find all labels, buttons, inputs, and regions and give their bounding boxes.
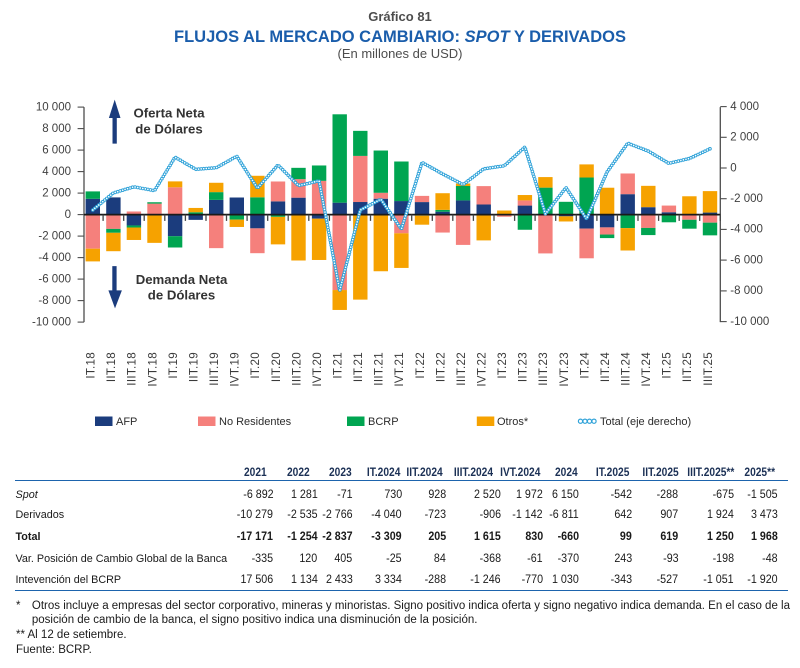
svg-text:Demanda Neta: Demanda Neta <box>136 272 228 287</box>
svg-text:IT.24: IT.24 <box>578 352 591 379</box>
svg-text:-10 000: -10 000 <box>32 316 71 328</box>
svg-text:IIT.23: IIT.23 <box>517 352 530 382</box>
svg-text:IT.20: IT.20 <box>249 352 262 379</box>
svg-text:IT.22: IT.22 <box>414 352 427 379</box>
svg-text:-6 000: -6 000 <box>730 254 763 266</box>
svg-text:BCRP: BCRP <box>368 416 399 428</box>
svg-text:IIIT.22: IIIT.22 <box>455 352 468 386</box>
svg-text:de Dólares: de Dólares <box>135 122 202 137</box>
svg-text:4 000: 4 000 <box>42 166 71 178</box>
svg-text:IIIT.24: IIIT.24 <box>620 352 633 386</box>
svg-text:IT.21: IT.21 <box>332 352 345 379</box>
svg-text:IT.18: IT.18 <box>85 352 98 379</box>
svg-text:6 000: 6 000 <box>42 144 71 156</box>
svg-text:IIT.25: IIT.25 <box>681 352 694 382</box>
svg-text:IIIT.23: IIIT.23 <box>537 352 550 386</box>
svg-text:-8 000: -8 000 <box>38 295 71 307</box>
svg-text:IVT.18: IVT.18 <box>146 352 159 387</box>
svg-text:de Dólares: de Dólares <box>148 288 215 303</box>
svg-text:2 000: 2 000 <box>730 132 759 144</box>
svg-text:-2 000: -2 000 <box>730 193 763 205</box>
svg-text:0: 0 <box>730 162 736 174</box>
svg-text:IIT.19: IIT.19 <box>187 352 200 382</box>
svg-text:-6 000: -6 000 <box>38 273 71 285</box>
svg-text:No Residentes: No Residentes <box>219 416 292 428</box>
svg-text:-4 000: -4 000 <box>38 252 71 264</box>
svg-text:AFP: AFP <box>116 416 137 428</box>
svg-text:IIT.24: IIT.24 <box>599 352 612 382</box>
svg-text:8 000: 8 000 <box>42 123 71 135</box>
svg-text:IT.25: IT.25 <box>661 352 674 379</box>
svg-text:IVT.23: IVT.23 <box>558 352 571 387</box>
svg-text:Otros*: Otros* <box>497 416 529 428</box>
svg-text:IVT.20: IVT.20 <box>311 352 324 387</box>
svg-text:IVT.24: IVT.24 <box>640 352 653 387</box>
svg-text:IIT.21: IIT.21 <box>352 352 365 382</box>
svg-text:-2 000: -2 000 <box>38 230 71 242</box>
svg-text:IT.23: IT.23 <box>496 352 509 379</box>
svg-text:IIT.22: IIT.22 <box>434 352 447 382</box>
svg-text:IVT.19: IVT.19 <box>229 352 242 387</box>
svg-text:-4 000: -4 000 <box>730 224 763 236</box>
svg-text:IVT.21: IVT.21 <box>393 352 406 387</box>
svg-text:IIIT.19: IIIT.19 <box>208 352 221 386</box>
svg-text:Total (eje derecho): Total (eje derecho) <box>600 416 691 428</box>
svg-text:0: 0 <box>65 209 71 221</box>
svg-text:2 000: 2 000 <box>42 187 71 199</box>
svg-text:Oferta Neta: Oferta Neta <box>133 106 205 121</box>
svg-text:IIIT.21: IIIT.21 <box>373 352 386 386</box>
svg-text:-10 000: -10 000 <box>730 316 769 328</box>
svg-text:4 000: 4 000 <box>730 101 759 113</box>
svg-text:-8 000: -8 000 <box>730 285 763 297</box>
svg-text:IT.19: IT.19 <box>167 352 180 379</box>
svg-text:IIIT.25: IIIT.25 <box>702 352 715 386</box>
svg-text:IVT.22: IVT.22 <box>476 352 489 387</box>
svg-text:IIT.18: IIT.18 <box>105 352 118 382</box>
svg-text:IIIT.20: IIIT.20 <box>290 352 303 386</box>
svg-text:IIT.20: IIT.20 <box>270 352 283 382</box>
svg-text:10 000: 10 000 <box>36 101 71 113</box>
svg-text:IIIT.18: IIIT.18 <box>126 352 139 386</box>
